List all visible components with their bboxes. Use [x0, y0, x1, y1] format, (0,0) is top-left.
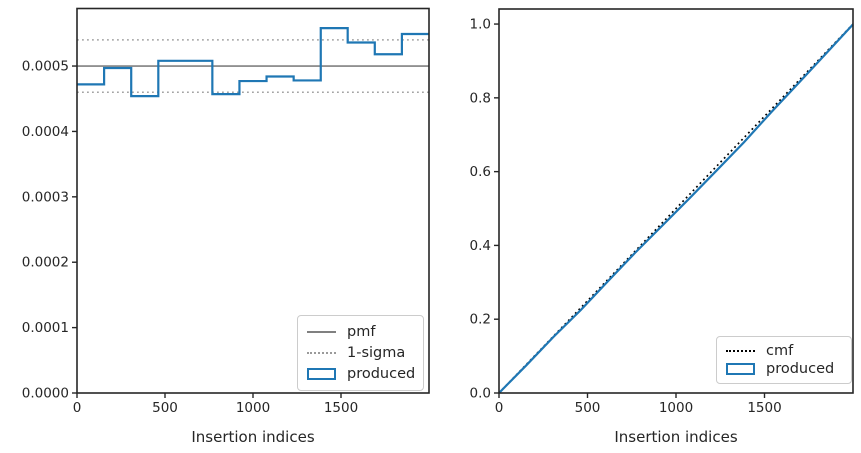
pmf-line-swatch: [307, 330, 336, 333]
right-x-tick-label: 1000: [659, 400, 693, 416]
legend-label-produced: produced: [347, 366, 416, 383]
right-y-tick-label: 0.6: [470, 164, 491, 180]
right-y-tick-label: 0.2: [470, 312, 491, 328]
right-y-tick-label: 0.8: [470, 90, 491, 106]
right-x-tick-label: 500: [575, 400, 601, 416]
legend-item-pmf: pmf: [307, 324, 413, 340]
legend-label-cmf: cmf: [766, 343, 794, 359]
right-xaxis-label: Insertion indices: [614, 428, 738, 446]
legend-item-1-sigma: 1-sigma: [307, 345, 413, 361]
produced-line: [498, 23, 854, 394]
left-y-tick-label: 0.0005: [22, 59, 69, 75]
left-x-tick-label: 0: [73, 400, 82, 416]
right-y-tick-label: 0.0: [470, 386, 491, 402]
right-y-tick-label: 1.0: [470, 17, 491, 33]
legend-item-produced: produced: [307, 366, 416, 383]
left-y-tick-label: 0.0002: [22, 255, 69, 271]
left-x-tick-label: 1000: [236, 400, 270, 416]
left-y-tick-label: 0.0001: [22, 320, 69, 336]
right-legend: cmf produced: [716, 336, 852, 384]
left-legend: pmf 1-sigma produced: [297, 315, 424, 391]
legend-label-1-sigma: 1-sigma: [347, 344, 406, 361]
sigma-line-swatch: [307, 351, 336, 354]
left-x-tick-label: 1500: [324, 400, 358, 416]
left-y-tick-label: 0.0003: [22, 189, 69, 205]
right-y-tick-label: 0.4: [470, 238, 491, 254]
cmf-line-swatch: [726, 350, 755, 352]
left-y-tick-label: 0.0004: [22, 124, 69, 140]
legend-item-produced: produced: [726, 361, 841, 377]
left-y-tick-label: 0.0000: [22, 386, 69, 402]
legend-label-produced: produced: [766, 361, 835, 377]
left-x-tick-label: 500: [152, 400, 178, 416]
produced-patch-swatch: [307, 368, 336, 381]
right-x-tick-label: 0: [495, 400, 504, 416]
left-xaxis-label: Insertion indices: [191, 428, 315, 446]
right-x-tick-label: 1500: [747, 400, 781, 416]
produced-patch-swatch: [726, 363, 755, 375]
legend-label-pmf: pmf: [347, 323, 376, 340]
legend-item-cmf: cmf: [726, 343, 841, 359]
produced-step-line: [77, 27, 429, 98]
